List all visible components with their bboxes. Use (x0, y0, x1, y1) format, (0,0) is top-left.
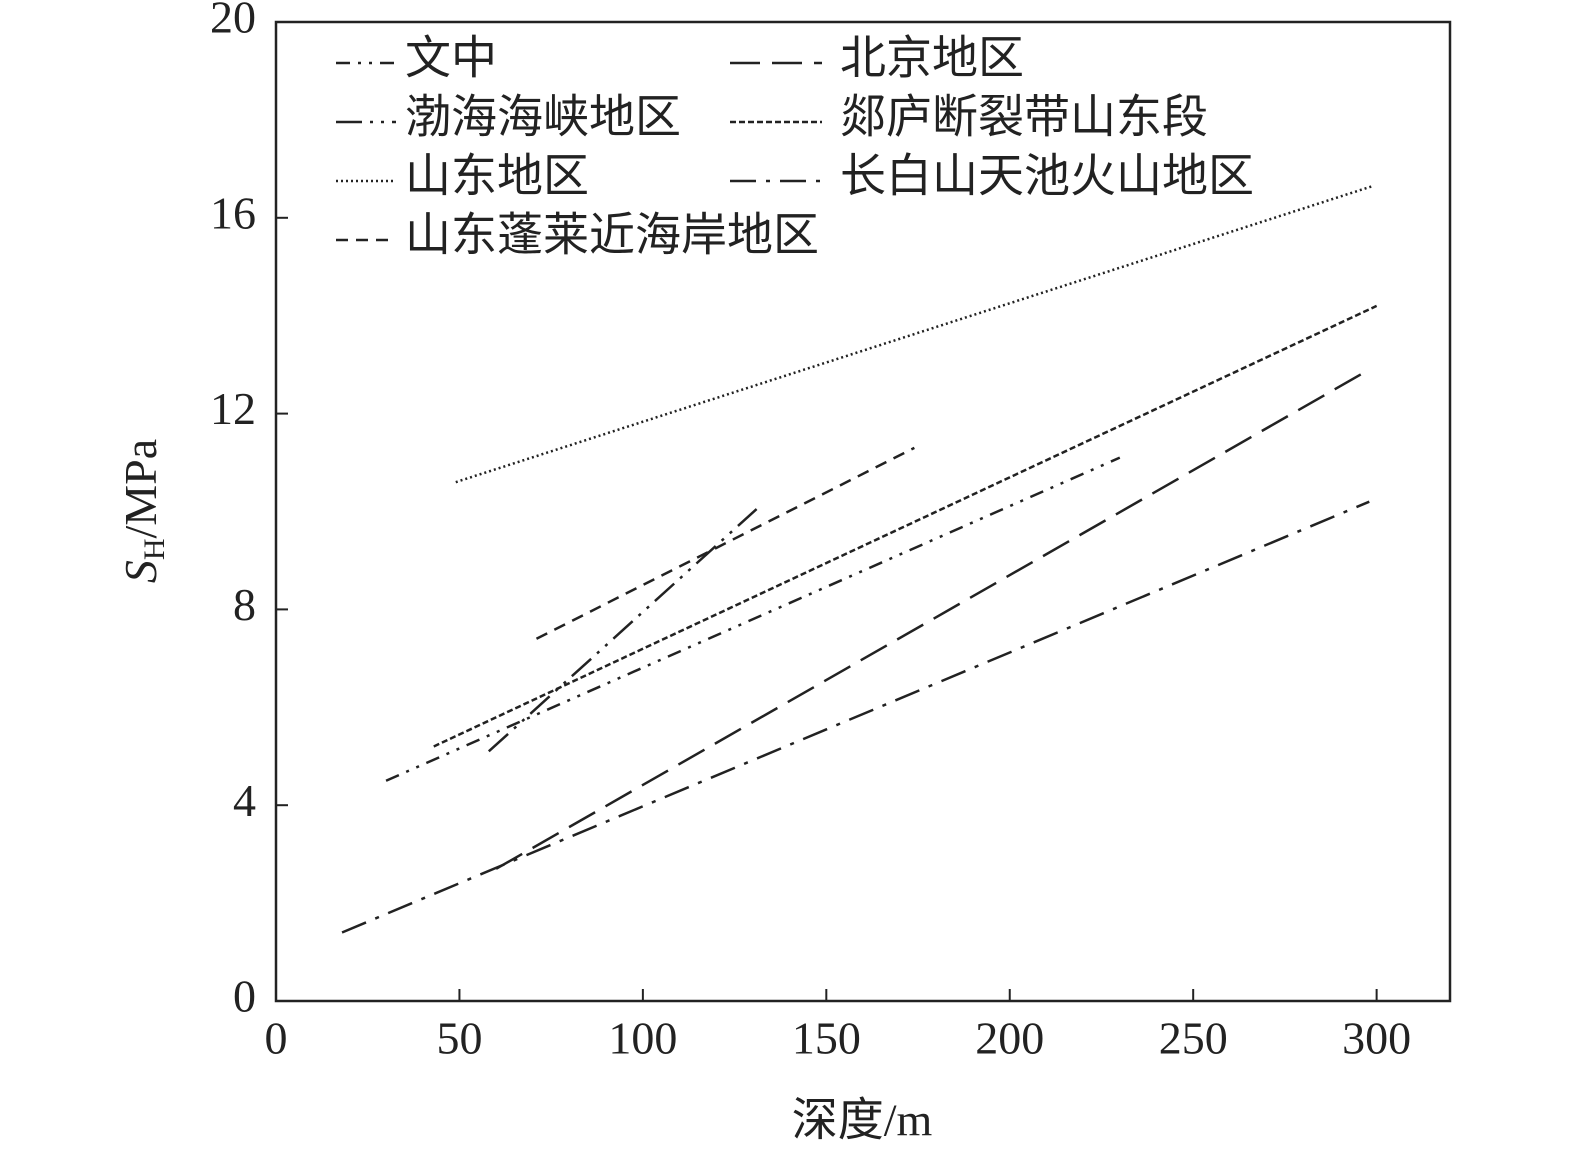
series-line (495, 368, 1370, 870)
series-line (385, 456, 1121, 782)
x-tick-label: 250 (1159, 1013, 1228, 1064)
x-tick-label: 300 (1342, 1013, 1411, 1064)
series-line (341, 500, 1370, 934)
y-label-main: S (115, 560, 166, 583)
y-label-sub: H (138, 539, 171, 561)
y-tick-label: 8 (233, 579, 256, 630)
x-axis-label: 深度/m (792, 1095, 933, 1146)
y-tick-label: 4 (233, 775, 256, 826)
x-tick-label: 200 (975, 1013, 1044, 1064)
y-label-rest: /MPa (115, 439, 166, 539)
series-line (455, 184, 1374, 484)
y-tick-label: 0 (233, 971, 256, 1022)
legend-label: 长白山天池火山地区 (840, 151, 1254, 202)
y-axis-label: SH/MPa (115, 439, 171, 583)
y-tick-label: 12 (210, 383, 256, 434)
series-line (487, 508, 758, 753)
y-tick-label: 16 (210, 187, 256, 238)
x-tick-label: 100 (608, 1013, 677, 1064)
series-line (535, 446, 915, 640)
series-line (433, 304, 1378, 748)
plot-frame (274, 20, 1452, 1003)
legend-label: 山东蓬莱近海岸地区 (405, 210, 819, 261)
legend-label: 郯庐断裂带山东段 (840, 92, 1208, 143)
x-tick-label: 150 (792, 1013, 861, 1064)
y-tick-label: 20 (210, 0, 256, 43)
legend-label: 北京地区 (840, 33, 1024, 84)
x-tick-label: 0 (265, 1013, 288, 1064)
legend-label: 文中 (405, 33, 497, 84)
x-tick-label: 50 (436, 1013, 482, 1064)
legend-label: 渤海海峡地区 (405, 92, 681, 143)
legend-label: 山东地区 (405, 151, 589, 202)
